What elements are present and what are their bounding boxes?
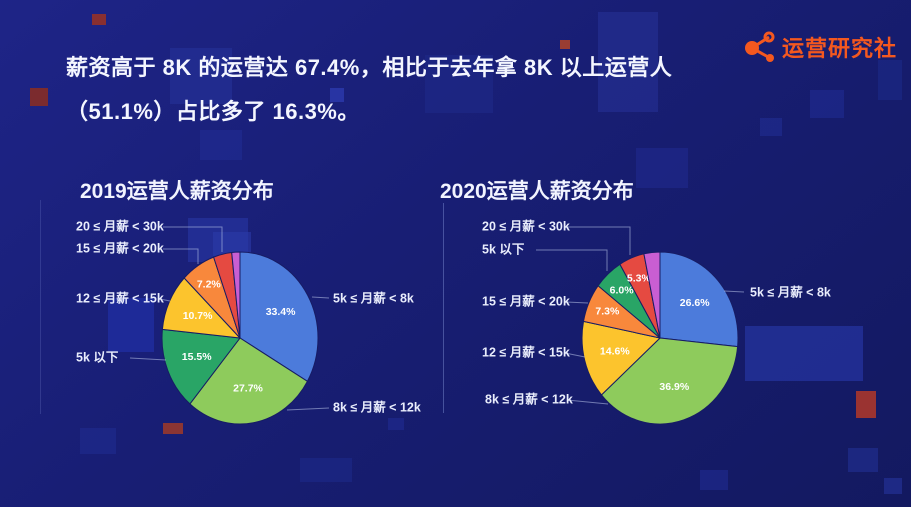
pie-callout-label: 5k ≤ 月薪 < 8k — [333, 290, 414, 305]
headline-line2: （51.1%）占比多了 16.3%。 — [66, 99, 360, 124]
pie-slice — [189, 337, 309, 425]
pie-leader-line — [566, 399, 609, 405]
pie-callout-label: 12 ≤ 月薪 < 15k — [482, 344, 570, 359]
decor-square — [884, 478, 902, 494]
pie-percent-label: 7.3% — [595, 306, 620, 318]
share-network-icon — [744, 31, 775, 62]
pie-percent-label: 5.3% — [627, 273, 652, 285]
divider-line — [443, 203, 444, 413]
decor-square — [700, 470, 728, 490]
pie-callout-label: 15 ≤ 月薪 < 20k — [482, 293, 570, 308]
decor-square — [810, 90, 844, 118]
pie-leader-line — [536, 249, 608, 271]
pie-leader-line — [163, 248, 199, 264]
decor-square — [745, 326, 863, 381]
pie-leader-line — [311, 296, 330, 299]
pie-slice — [659, 251, 739, 348]
pie-percent-label: 6.0% — [610, 284, 635, 296]
pie-leader-line — [163, 226, 223, 252]
pie-slice — [239, 251, 319, 383]
decor-square — [560, 40, 570, 49]
chart-title: 2019运营人薪资分布 — [80, 180, 274, 203]
decor-square — [163, 423, 183, 434]
pie-percent-label: 36.9% — [659, 381, 689, 393]
pie-percent-label: 14.6% — [600, 345, 630, 357]
pie-percent-label: 15.5% — [182, 351, 212, 363]
decor-square — [878, 60, 902, 100]
pie-slice — [161, 328, 241, 405]
pie-percent-label: 26.6% — [680, 297, 710, 309]
pie-callout-label: 8k ≤ 月薪 < 12k — [485, 391, 573, 406]
pie-percent-label: 33.4% — [266, 306, 296, 318]
pie-callout-label: 5k 以下 — [76, 350, 119, 364]
pie-callout-label: 8k ≤ 月薪 < 12k — [333, 399, 421, 414]
decor-square — [200, 130, 242, 160]
pie-callout-label: 20 ≤ 月薪 < 30k — [76, 218, 164, 233]
headline-line1: 薪资高于 8K 的运营达 67.4%，相比于去年拿 8K 以上运营人 — [66, 55, 673, 80]
pie-leader-line — [565, 301, 589, 304]
pie-callout-label: 5k 以下 — [482, 242, 525, 256]
decor-square — [108, 298, 154, 352]
logo: 运营研究社 — [743, 28, 897, 66]
pie-slice — [600, 337, 739, 425]
pie-leader-line — [286, 407, 330, 411]
pie-leader-line — [723, 290, 745, 293]
headline: 薪资高于 8K 的运营达 67.4%，相比于去年拿 8K 以上运营人 （51.1… — [66, 46, 672, 134]
pie-slice — [581, 320, 662, 396]
pie-leader-line — [564, 352, 586, 358]
decor-square — [30, 88, 48, 106]
pie-leader-line — [159, 298, 171, 302]
pie-slice — [231, 251, 241, 339]
pie-percent-label: 27.7% — [233, 383, 263, 395]
decor-square — [848, 448, 878, 472]
pie-slice — [643, 251, 661, 339]
decor-square — [300, 458, 352, 482]
decor-square — [92, 14, 106, 25]
decor-square — [598, 12, 658, 112]
pie-percent-label: 10.7% — [183, 310, 213, 322]
pie-leader-line — [129, 357, 167, 361]
decor-square — [760, 118, 782, 136]
pie-callout-label: 12 ≤ 月薪 < 15k — [76, 290, 164, 305]
decor-square — [170, 48, 232, 104]
logo-text: 运营研究社 — [781, 36, 897, 61]
pie-percent-label: 7.2% — [197, 278, 222, 290]
decor-square — [388, 418, 404, 430]
decor-square — [425, 55, 493, 113]
pie-leader-line — [565, 226, 631, 255]
divider-line — [40, 200, 41, 414]
decor-square — [330, 88, 344, 102]
pie-callout-label: 20 ≤ 月薪 < 30k — [482, 218, 570, 233]
pie-callout-label: 15 ≤ 月薪 < 20k — [76, 240, 164, 255]
pie-callout-label: 5k ≤ 月薪 < 8k — [750, 284, 831, 299]
decor-square — [636, 148, 688, 188]
decor-square — [856, 391, 876, 418]
decor-square — [80, 428, 116, 454]
chart-title: 2020运营人薪资分布 — [440, 180, 634, 203]
